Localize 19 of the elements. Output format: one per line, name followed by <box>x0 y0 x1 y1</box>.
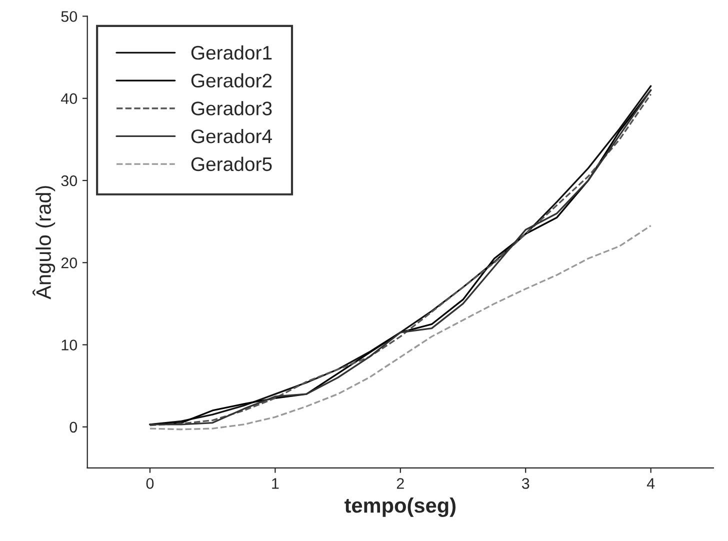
x-tick-label: 0 <box>146 478 154 489</box>
y-tick-label: 10 <box>62 340 78 350</box>
x-tick-label: 4 <box>646 478 655 489</box>
x-tick-label: 3 <box>522 478 530 489</box>
x-axis-title: tempo(seg) <box>344 497 456 517</box>
y-tick-label: 30 <box>61 175 78 186</box>
legend-label: Gerador2 <box>191 73 272 88</box>
line-series <box>149 224 652 430</box>
y-axis-title: Ângulo (rad) <box>32 186 56 300</box>
x-tick-label: 2 <box>396 478 404 489</box>
y-tick-label: 0 <box>70 422 78 433</box>
legend-label: Gerador1 <box>191 45 272 60</box>
y-tick-label: 50 <box>61 11 78 22</box>
y-tick-label: 40 <box>60 93 78 104</box>
legend-label: Gerador5 <box>191 156 272 172</box>
x-tick-label: 1 <box>272 478 279 489</box>
y-tick-label: 20 <box>61 258 78 268</box>
legend-label: Gerador4 <box>191 128 272 144</box>
legend-label: Gerador3 <box>191 101 272 116</box>
